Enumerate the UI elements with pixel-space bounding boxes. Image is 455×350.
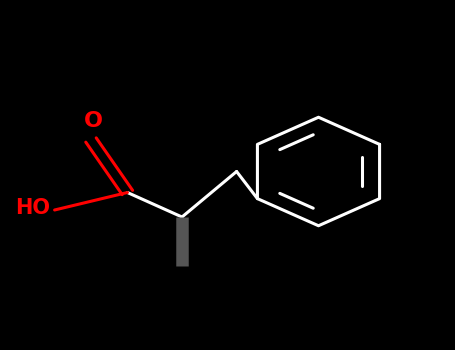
Text: HO: HO (15, 198, 50, 218)
Text: O: O (84, 111, 103, 131)
